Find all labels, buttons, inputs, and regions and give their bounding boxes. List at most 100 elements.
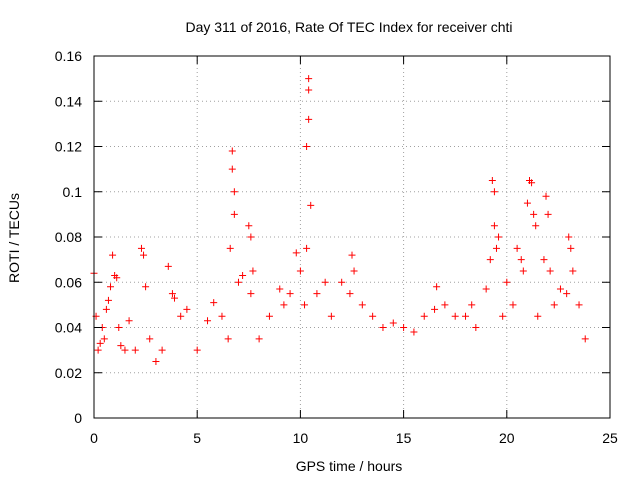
data-point	[239, 271, 247, 279]
data-point	[523, 199, 531, 207]
y-tick-label: 0.1	[63, 184, 83, 200]
y-tick-label: 0.02	[55, 365, 82, 381]
y-tick-label: 0	[74, 410, 82, 426]
x-tick-label: 10	[293, 430, 309, 446]
data-point	[532, 222, 540, 230]
x-tick-label: 5	[193, 430, 201, 446]
data-point	[247, 290, 255, 298]
data-point	[379, 324, 387, 331]
data-point	[286, 290, 294, 298]
data-point	[327, 312, 335, 320]
data-point	[567, 244, 575, 252]
data-point	[492, 244, 500, 252]
x-tick-label: 0	[90, 430, 98, 446]
data-point	[544, 210, 552, 218]
data-point	[247, 233, 255, 241]
grid	[94, 56, 610, 418]
data-point	[482, 285, 490, 293]
x-tick-label: 15	[396, 430, 412, 446]
data-point	[540, 256, 548, 264]
data-point	[137, 244, 145, 252]
data-point	[488, 176, 496, 184]
data-point	[490, 222, 498, 230]
data-point	[389, 319, 397, 327]
data-point	[338, 278, 346, 286]
data-point	[581, 335, 589, 343]
data-point	[292, 249, 300, 257]
data-point	[410, 328, 418, 336]
data-point	[146, 335, 154, 343]
y-tick-label: 0.12	[55, 139, 82, 155]
data-point	[546, 267, 554, 275]
data-point	[142, 283, 150, 291]
x-tick-label: 20	[499, 430, 515, 446]
data-point	[228, 165, 236, 173]
y-tick-label: 0.06	[55, 274, 82, 290]
data-point	[556, 285, 564, 293]
data-point	[109, 251, 117, 259]
data-point	[513, 244, 521, 252]
data-point	[420, 312, 428, 320]
data-point	[569, 267, 577, 275]
data-point	[517, 256, 525, 264]
data-point	[503, 278, 511, 286]
data-point	[495, 233, 503, 241]
data-point	[563, 290, 571, 298]
data-point	[303, 244, 311, 252]
data-point	[400, 324, 408, 331]
data-point	[490, 188, 498, 196]
data-point	[321, 278, 329, 286]
data-point	[125, 317, 133, 325]
data-point	[305, 86, 313, 94]
data-point	[177, 312, 185, 320]
axis-ticks	[93, 55, 611, 419]
y-tick-label: 0.14	[55, 93, 82, 109]
data-point	[296, 267, 304, 275]
data-point	[433, 283, 441, 291]
data-point	[230, 188, 238, 196]
data-point	[224, 335, 232, 343]
y-axis-title: ROTI / TECUs	[6, 193, 22, 283]
data-point	[265, 312, 273, 320]
x-tick-label: 25	[602, 430, 618, 446]
data-point	[276, 285, 284, 293]
data-point	[301, 301, 309, 309]
data-point	[451, 312, 459, 320]
data-point	[131, 346, 139, 354]
y-tick-labels: 0 0.02 0.04 0.06 0.08 0.1 0.12 0.14 0.16	[55, 48, 82, 426]
data-point	[441, 301, 449, 309]
data-point	[530, 210, 538, 218]
data-point	[369, 312, 377, 320]
y-tick-label: 0.04	[55, 320, 82, 336]
data-point	[228, 147, 236, 155]
data-point	[102, 305, 110, 313]
data-point	[100, 335, 108, 343]
data-point	[550, 301, 558, 309]
data-point	[431, 305, 439, 313]
data-point	[158, 346, 166, 354]
data-point	[226, 244, 234, 252]
data-point	[183, 305, 191, 313]
data-point	[565, 233, 573, 241]
data-point	[117, 342, 125, 350]
data-point	[346, 290, 354, 298]
data-point	[104, 296, 112, 304]
data-point	[115, 324, 123, 331]
data-point	[575, 301, 583, 309]
data-point	[230, 210, 238, 218]
data-point	[350, 267, 358, 275]
data-points	[90, 75, 589, 365]
data-point	[193, 346, 201, 354]
data-point	[542, 192, 550, 200]
data-point	[303, 143, 311, 150]
data-point	[113, 274, 121, 282]
data-point	[249, 267, 257, 275]
data-point	[94, 346, 102, 354]
data-point	[204, 317, 212, 325]
data-point	[164, 262, 172, 270]
data-point	[168, 290, 176, 298]
data-point	[107, 283, 115, 291]
data-point	[468, 301, 476, 309]
data-point	[234, 278, 242, 286]
